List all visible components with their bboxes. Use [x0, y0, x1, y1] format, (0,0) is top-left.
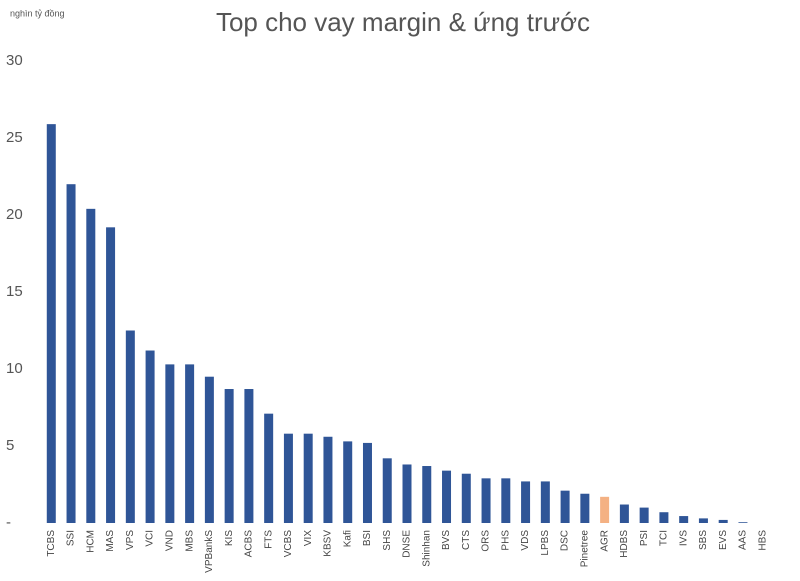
- x-tick-label: PSI: [639, 530, 650, 546]
- bar: [481, 478, 491, 523]
- bar: [639, 507, 649, 523]
- x-tick-label: VPBankS: [204, 530, 215, 573]
- y-tick-label: 15: [6, 283, 23, 300]
- bar: [461, 473, 471, 523]
- bar: [244, 389, 254, 523]
- x-tick-label: HBS: [757, 530, 768, 551]
- bar: [540, 481, 550, 523]
- bar: [106, 227, 116, 523]
- y-tick-label: 10: [6, 360, 23, 377]
- x-tick-label: BSI: [362, 530, 373, 546]
- x-tick-label: ORS: [481, 530, 492, 552]
- x-tick-label: KBSV: [323, 530, 334, 557]
- x-tick-label: DSC: [560, 530, 571, 551]
- bar: [323, 436, 333, 523]
- chart-title: Top cho vay margin & ứng trước: [216, 7, 590, 37]
- x-tick-label: SBS: [698, 530, 709, 550]
- x-tick-label: MAS: [105, 530, 116, 552]
- bar: [125, 330, 135, 523]
- y-tick-label: 5: [6, 437, 14, 454]
- x-tick-label: Shinhan: [421, 530, 432, 567]
- bar: [501, 478, 511, 523]
- x-tick-label: EVS: [718, 530, 729, 550]
- x-tick-label: VDS: [520, 530, 531, 551]
- x-tick-label: HCM: [85, 530, 96, 553]
- x-tick-label: SHS: [382, 530, 393, 551]
- x-tick-label: VPS: [125, 530, 136, 550]
- bar: [560, 490, 570, 523]
- x-tick-label: DNSE: [402, 530, 413, 558]
- x-tick-label: HDBS: [619, 530, 630, 558]
- x-tick-label: AAS: [738, 530, 749, 550]
- bar: [521, 481, 531, 523]
- x-tick-label: VIX: [303, 530, 314, 546]
- bar: [283, 433, 293, 523]
- bar: [580, 493, 590, 523]
- x-tick-label: TCI: [659, 530, 670, 546]
- x-tick-label: ACBS: [244, 530, 255, 558]
- bar: [679, 516, 689, 523]
- x-tick-label: IVS: [678, 530, 689, 546]
- x-tick-label: Pinetree: [580, 530, 591, 568]
- bar: [66, 184, 76, 523]
- x-tick-label: Kafi: [342, 530, 353, 547]
- x-tick-label: VCI: [145, 530, 156, 547]
- bar: [442, 470, 452, 523]
- bar: [718, 519, 728, 523]
- bar: [303, 433, 313, 523]
- bar: [659, 512, 669, 523]
- bar: [382, 458, 392, 523]
- bar: [86, 208, 96, 523]
- bar: [422, 466, 432, 523]
- bar: [224, 389, 234, 523]
- bar: [343, 441, 353, 523]
- bar: [145, 350, 155, 523]
- bar: [738, 522, 748, 523]
- x-tick-label: VND: [164, 530, 175, 551]
- x-tick-label: CTS: [461, 530, 472, 550]
- x-tick-label: BVS: [441, 530, 452, 550]
- x-tick-label: MBS: [184, 530, 195, 552]
- y-tick-label: 20: [6, 206, 23, 223]
- y-tick-label: 25: [6, 129, 23, 146]
- bar: [204, 376, 214, 523]
- x-tick-label: VCBS: [283, 530, 294, 558]
- y-unit-label: nghìn tỷ đồng: [10, 8, 65, 18]
- y-tick-label: -: [6, 514, 11, 531]
- x-tick-label: AGR: [599, 530, 610, 552]
- x-tick-label: SSI: [66, 530, 77, 546]
- bar: [362, 442, 372, 523]
- x-tick-label: PHS: [500, 530, 511, 551]
- x-tick-label: TCBS: [46, 530, 57, 557]
- x-tick-label: FTS: [263, 530, 274, 549]
- bar: [264, 413, 274, 523]
- bar: [619, 504, 629, 523]
- bar: [165, 364, 175, 523]
- x-tick-label: LPBS: [540, 530, 551, 556]
- bar: [402, 464, 412, 523]
- bar: [600, 496, 610, 523]
- bar: [698, 518, 708, 523]
- y-tick-label: 30: [6, 52, 23, 69]
- bar: [185, 364, 195, 523]
- x-tick-label: KIS: [224, 530, 235, 546]
- bar: [46, 124, 56, 523]
